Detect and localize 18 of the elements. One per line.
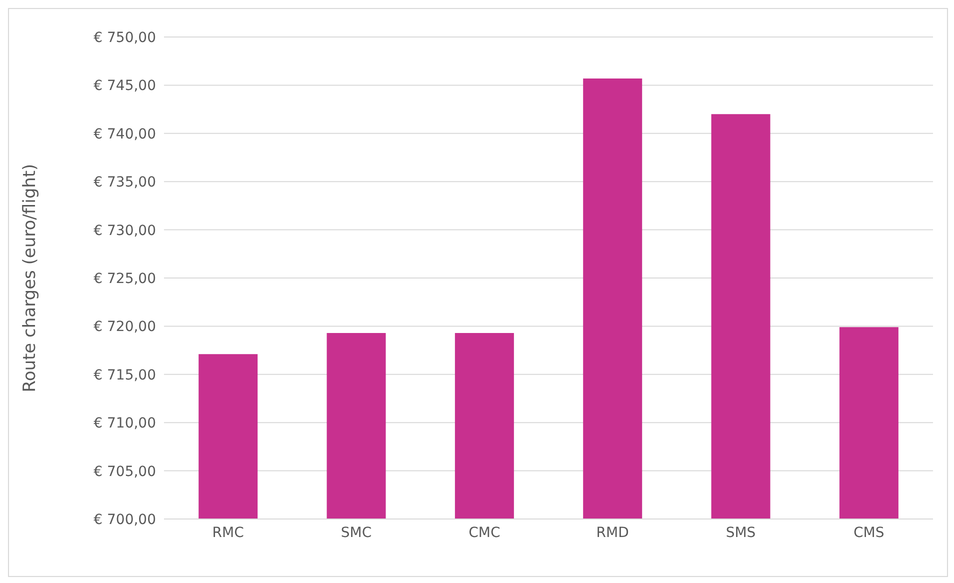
y-axis-title: Route charges (euro/flight)	[20, 164, 40, 392]
x-tick-label: CMC	[468, 524, 500, 541]
x-tick-label: SMC	[340, 524, 372, 541]
y-tick-label: € 720,00	[94, 319, 156, 336]
x-tick-label: SMS	[726, 524, 756, 541]
y-tick-label: € 710,00	[94, 416, 156, 432]
y-tick-label: € 745,00	[94, 78, 156, 94]
y-tick-label: € 715,00	[94, 367, 156, 384]
y-tick-label: € 735,00	[94, 174, 156, 191]
x-tick-label: CMS	[854, 524, 884, 541]
y-tick-label: € 750,00	[94, 30, 156, 46]
x-tick-label: RMD	[596, 524, 629, 541]
y-tick-label: € 725,00	[94, 270, 156, 287]
x-tick-label: RMC	[212, 524, 244, 541]
y-tick-label: € 730,00	[94, 222, 156, 239]
y-tick-label: € 740,00	[94, 126, 156, 142]
y-tick-label: € 700,00	[94, 512, 156, 528]
y-tick-label: € 705,00	[94, 464, 156, 480]
